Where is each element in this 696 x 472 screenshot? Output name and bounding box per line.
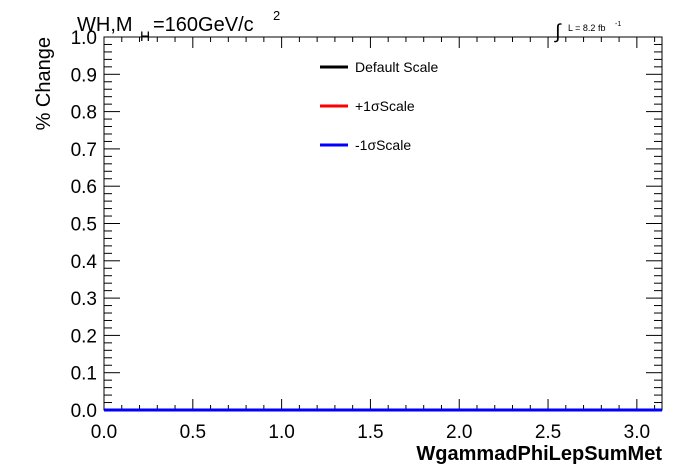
x-tick-label: 2.0	[446, 422, 472, 443]
chart-title: WH,M H =160GeV/c 2	[77, 8, 280, 44]
title-subscript: H	[140, 28, 150, 44]
y-tick-label: 0.9	[71, 65, 97, 86]
y-tick-label: 1.0	[71, 28, 97, 49]
y-tick-label: 0.1	[71, 364, 97, 385]
y-tick-label: 0.7	[71, 140, 97, 161]
x-tick-label: 1.5	[357, 422, 383, 443]
legend: Default Scale +1σScale -1σScale	[320, 59, 438, 153]
x-axis-label: WgammadPhiLepSumMet	[416, 443, 662, 465]
y-tick-label: 0.5	[71, 215, 97, 236]
luminosity-superscript: -1	[615, 21, 621, 28]
legend-label: Default Scale	[355, 59, 438, 75]
x-tick-label: 0.5	[180, 422, 206, 443]
y-tick-label: 0.2	[71, 326, 97, 347]
x-tick-label: 3.0	[624, 422, 650, 443]
x-tick-label: 0.0	[91, 422, 117, 443]
luminosity-label: ∫ L = 8.2 fb -1	[554, 21, 621, 43]
y-tick-label: 0.6	[71, 177, 97, 198]
y-tick-label: 0.3	[71, 289, 97, 310]
axis-tick-labels: 0.0 0.5 1.0 1.5 2.0 2.5 3.0 0.0 0.1 0.2 0.3 0.4 0.5 0…	[71, 28, 650, 443]
title-rest: =160GeV/c	[153, 14, 254, 36]
y-tick-label: 0.8	[71, 103, 97, 124]
luminosity-text: L = 8.2 fb	[568, 23, 605, 33]
legend-label: -1σScale	[355, 137, 411, 153]
x-tick-label: 1.0	[268, 422, 294, 443]
x-tick-label: 2.5	[535, 422, 561, 443]
y-axis-label: % Change	[33, 37, 55, 130]
integral-symbol: ∫	[554, 21, 562, 43]
title-main: WH,M	[77, 14, 133, 36]
y-tick-label: 0.4	[71, 252, 98, 273]
title-superscript: 2	[273, 8, 280, 23]
plot-frame	[103, 36, 663, 411]
legend-label: +1σScale	[355, 98, 415, 114]
y-tick-label: 0.0	[71, 401, 97, 422]
axis-ticks	[103, 36, 662, 411]
